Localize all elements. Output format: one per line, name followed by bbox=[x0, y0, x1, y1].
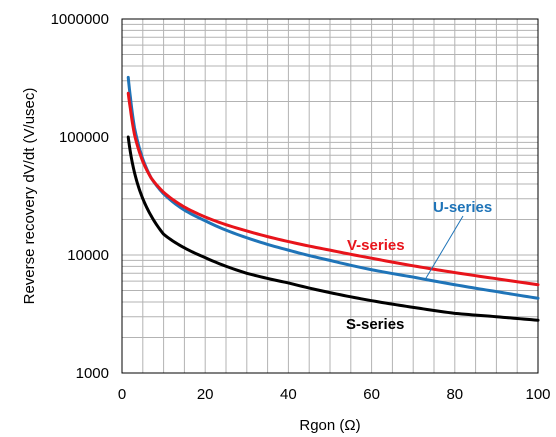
plot-frame bbox=[121, 18, 539, 374]
x-tick-label: 80 bbox=[446, 386, 463, 403]
series-line-v-series bbox=[126, 91, 540, 287]
x-tick-label: 60 bbox=[363, 386, 380, 403]
x-tick-label: 20 bbox=[197, 386, 214, 403]
y-tick-label: 1000 bbox=[76, 365, 109, 382]
x-tick-label: 0 bbox=[118, 386, 126, 403]
x-tick-label: 40 bbox=[280, 386, 297, 403]
series-line-s-series bbox=[126, 135, 540, 322]
series-lines bbox=[126, 75, 540, 322]
y-tick-label: 100000 bbox=[59, 129, 109, 146]
x-tick-label: 100 bbox=[525, 386, 550, 403]
u-series-label: U-series bbox=[433, 199, 492, 216]
v-series-label: V-series bbox=[347, 237, 405, 254]
u-series-leader-line bbox=[425, 215, 464, 279]
y-tick-label: 1000000 bbox=[51, 11, 109, 28]
x-tick-labels: 0 20 40 60 80 100 bbox=[118, 386, 551, 403]
x-axis-label: Rgon (Ω) bbox=[299, 417, 360, 434]
grid bbox=[122, 19, 538, 373]
y-tick-labels: 1000 10000 100000 1000000 bbox=[51, 11, 109, 382]
y-axis-label: Reverse recovery dV/dt (V/usec) bbox=[21, 88, 38, 305]
y-tick-label: 10000 bbox=[67, 247, 109, 264]
s-series-label: S-series bbox=[346, 316, 404, 333]
